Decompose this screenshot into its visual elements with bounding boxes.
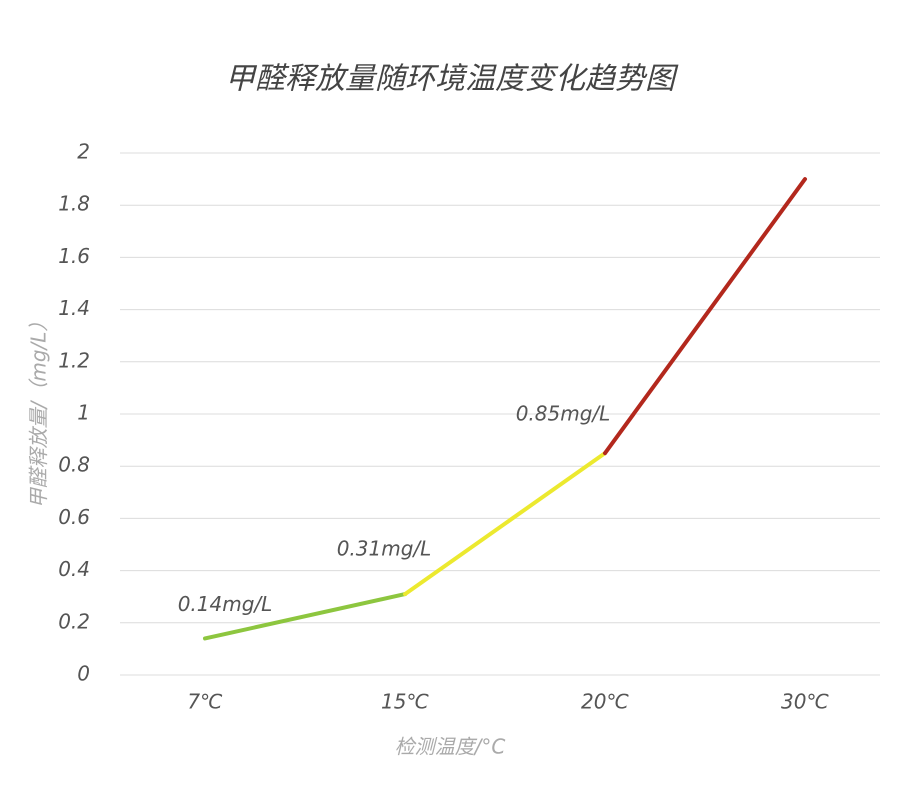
x-tick-label: 20℃ bbox=[581, 690, 629, 714]
y-tick-label: 1 bbox=[77, 401, 90, 425]
y-tick-label: 0.2 bbox=[58, 609, 90, 633]
y-axis-label: 甲醛释放量/（mg/L） bbox=[27, 312, 51, 509]
y-tick-label: 2 bbox=[77, 140, 90, 164]
x-tick-label: 30℃ bbox=[781, 690, 829, 714]
y-tick-label: 1.8 bbox=[58, 192, 90, 216]
y-tick-label: 1.2 bbox=[58, 348, 90, 372]
y-tick-label: 0.8 bbox=[58, 453, 90, 477]
y-tick-label: 0 bbox=[77, 662, 90, 686]
y-tick-label: 1.6 bbox=[58, 244, 90, 268]
x-tick-label: 15℃ bbox=[381, 690, 429, 714]
line-segment bbox=[603, 177, 807, 456]
line-segment bbox=[403, 451, 607, 597]
chart-title: 甲醛释放量随环境温度变化趋势图 bbox=[225, 62, 679, 97]
x-tick-label: 7℃ bbox=[187, 690, 223, 714]
line-segment bbox=[203, 592, 407, 641]
data-label: 0.31mg/L bbox=[337, 537, 432, 561]
y-tick-label: 1.4 bbox=[58, 296, 90, 320]
x-axis-label: 检测温度/°C bbox=[395, 735, 506, 759]
y-tick-label: 0.6 bbox=[58, 505, 90, 529]
y-tick-label: 0.4 bbox=[58, 557, 90, 581]
data-label: 0.85mg/L bbox=[516, 402, 611, 426]
data-label: 0.14mg/L bbox=[178, 592, 273, 616]
